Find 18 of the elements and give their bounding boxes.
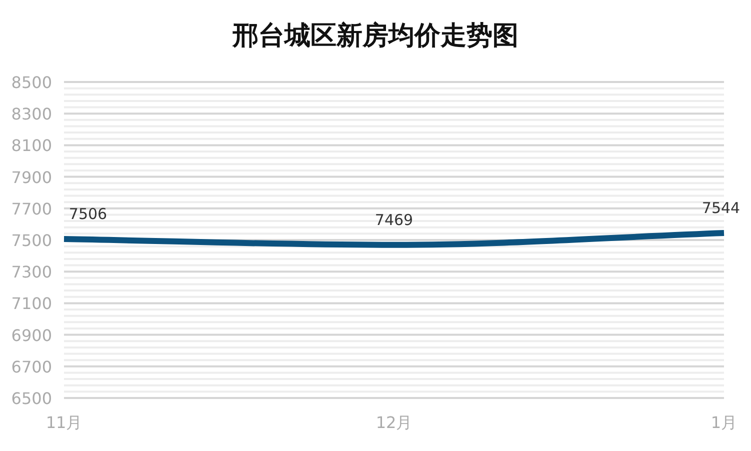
y-tick-label: 7100 bbox=[11, 294, 52, 314]
y-tick-label: 8100 bbox=[11, 136, 52, 156]
data-label: 7469 bbox=[374, 210, 414, 229]
y-tick-label: 8300 bbox=[11, 104, 52, 124]
y-tick-label: 6900 bbox=[11, 326, 52, 345]
y-tick-label: 7900 bbox=[11, 168, 52, 187]
data-label: 7506 bbox=[68, 205, 108, 224]
x-tick-label: 12月 bbox=[376, 413, 412, 432]
y-tick-label: 7300 bbox=[11, 262, 52, 282]
y-tick-label: 6700 bbox=[11, 357, 52, 376]
y-tick-label: 6500 bbox=[11, 389, 52, 408]
y-tick-label: 8500 bbox=[11, 73, 52, 92]
x-tick-label: 1月 bbox=[710, 413, 738, 432]
y-tick-label: 7500 bbox=[11, 231, 52, 250]
data-label: 7544 bbox=[702, 199, 740, 218]
chart-title: 邢台城区新房均价走势图 bbox=[232, 21, 518, 51]
x-tick-label: 11月 bbox=[46, 413, 82, 432]
y-tick-label: 7700 bbox=[11, 199, 52, 218]
